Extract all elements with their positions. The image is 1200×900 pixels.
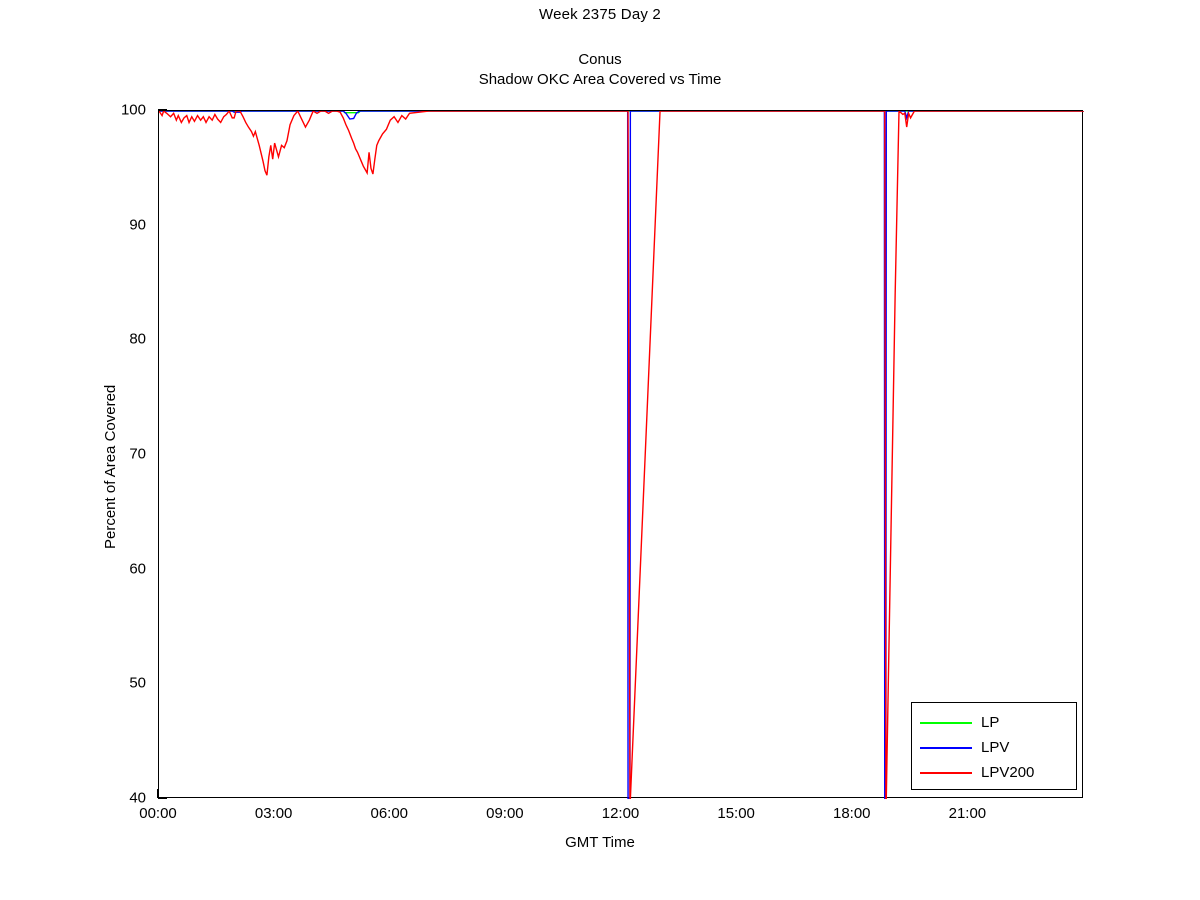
- y-tick-label-70: 70: [129, 445, 146, 463]
- y-tick-label-100: 100: [120, 101, 146, 119]
- legend-label-lpv: LPV: [981, 739, 1010, 756]
- plot-area[interactable]: [158, 110, 1083, 798]
- legend-entry-lpv[interactable]: LPV: [920, 735, 1068, 760]
- legend-swatch-lp: [920, 721, 972, 724]
- series-plot: [159, 111, 1084, 799]
- x-tick-label-0000: 00:00: [139, 805, 177, 822]
- legend-label-lpv200: LPV200: [981, 764, 1035, 781]
- y-tick-label-80: 80: [129, 330, 146, 348]
- series-line-lpv200: [159, 111, 1084, 799]
- legend-swatch-lpv: [920, 746, 972, 749]
- axes-title-line-1: Conus: [578, 51, 622, 68]
- x-axis-label: GMT Time: [565, 834, 635, 851]
- x-tick-label-1800: 18:00: [832, 805, 871, 822]
- series-line-lpv: [159, 111, 1084, 799]
- y-tick-mark-100: [158, 109, 167, 111]
- x-tick-label-0900: 09:00: [486, 805, 524, 822]
- x-tick-label-0300: 03:00: [254, 805, 293, 822]
- legend-entry-lpv200[interactable]: LPV200: [920, 760, 1068, 785]
- x-tick-mark-0000: [157, 789, 159, 798]
- x-tick-label-0600: 06:00: [370, 805, 409, 822]
- legend-swatch-lpv200: [920, 771, 972, 774]
- legend-label-lp: LP: [981, 714, 1000, 731]
- x-tick-label-2100: 21:00: [948, 805, 987, 822]
- axes-title-line-2: Shadow OKC Area Covered vs Time: [478, 71, 722, 88]
- x-tick-label-1200: 12:00: [601, 805, 640, 822]
- figure-suptitle: Week 2375 Day 2: [539, 6, 661, 23]
- series-line-lp: [159, 111, 1084, 113]
- axes-title: Conus Shadow OKC Area Covered vs Time: [0, 50, 1200, 90]
- y-axis-label: Percent of Area Covered: [102, 384, 119, 549]
- y-tick-label-40: 40: [129, 789, 146, 807]
- y-tick-label-50: 50: [129, 674, 146, 692]
- y-tick-label-60: 60: [129, 560, 146, 578]
- legend-box[interactable]: LP LPV LPV200: [911, 702, 1077, 790]
- y-tick-label-90: 90: [129, 216, 146, 234]
- x-tick-label-1500: 15:00: [717, 805, 755, 822]
- legend-entry-lp[interactable]: LP: [920, 710, 1068, 735]
